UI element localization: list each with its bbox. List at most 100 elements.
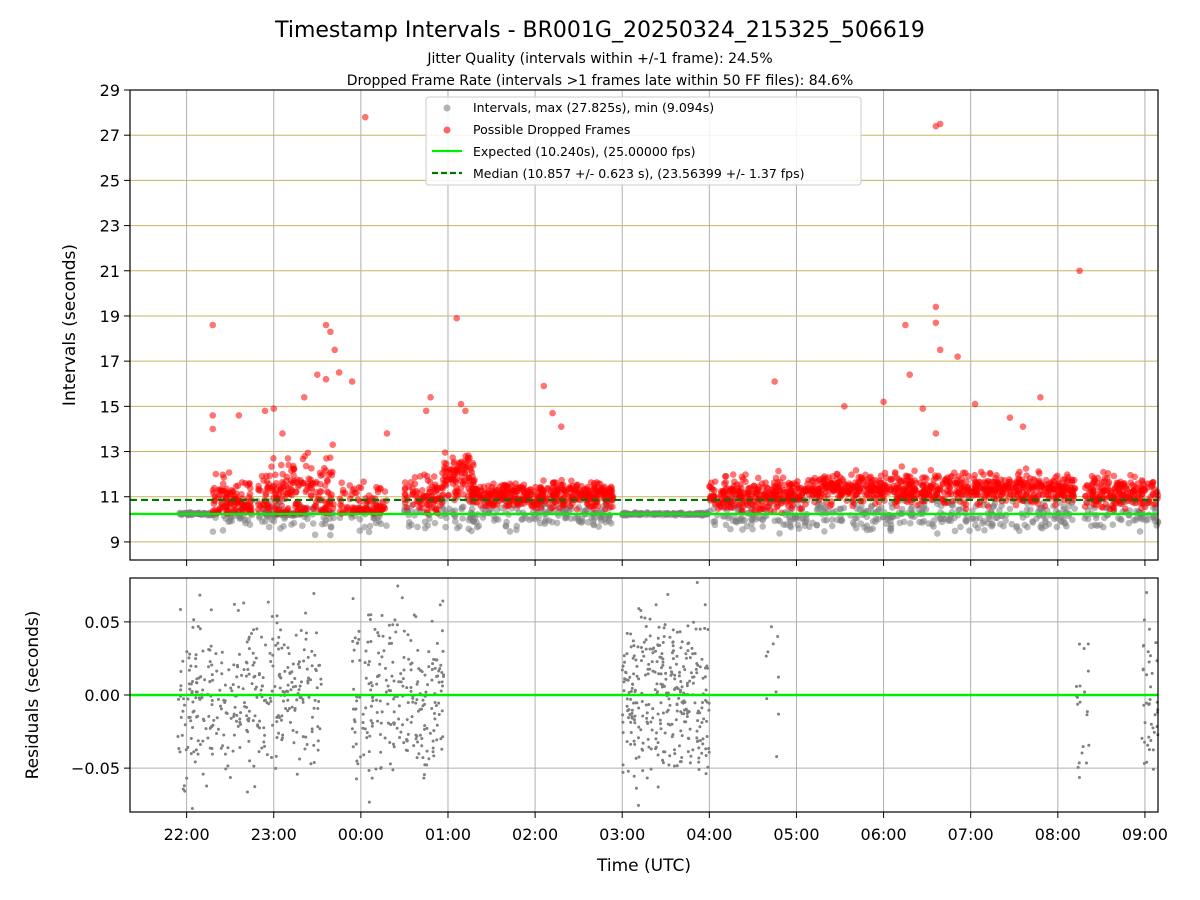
- residual-point-940: [765, 697, 769, 701]
- residual-point-183: [232, 715, 236, 719]
- dropped-frame-point-798: [537, 504, 545, 511]
- interval-point-486: [553, 519, 561, 527]
- residual-point-842: [621, 731, 625, 735]
- interval-point-871: [874, 507, 882, 515]
- residual-point-532: [427, 650, 431, 654]
- dropped-frame-point-1248: [755, 483, 762, 490]
- dropped-frame-point-287: [284, 485, 291, 492]
- residual-point-727: [706, 628, 710, 632]
- interval-point-351: [265, 523, 273, 531]
- residual-point-955: [1076, 702, 1080, 706]
- residual-point-889: [621, 713, 625, 717]
- interval-point-399: [414, 523, 421, 531]
- dropped-frame-point-1893: [837, 492, 844, 499]
- residual-point-958: [1076, 765, 1080, 769]
- residual-point-315: [276, 714, 280, 718]
- dropped-frame-point-838: [548, 504, 555, 512]
- residual-point-900: [653, 670, 657, 674]
- residual-point-558: [376, 631, 380, 635]
- residual-point-201: [200, 696, 204, 700]
- dropped-frame-point-2243: [932, 303, 940, 311]
- residual-point-193: [265, 701, 269, 705]
- dropped-frame-point-267: [288, 491, 295, 499]
- dropped-frame-point-933: [490, 493, 498, 501]
- residual-point-142: [209, 644, 213, 648]
- dropped-frame-point-909: [519, 485, 527, 492]
- dropped-frame-point-1196: [763, 484, 771, 491]
- dropped-frame-point-1250: [711, 487, 718, 494]
- residual-point-594: [428, 731, 432, 735]
- dropped-frame-point-2252: [1076, 267, 1083, 275]
- residual-point-656: [689, 754, 693, 758]
- residual-point-721: [630, 711, 634, 715]
- residual-point-897: [668, 754, 672, 758]
- dropped-frame-point-1832: [977, 468, 985, 476]
- dropped-frame-point-264: [278, 502, 285, 509]
- dropped-frame-point-834: [607, 483, 615, 491]
- intervals-y-tick-label-2: 13: [100, 443, 120, 462]
- residual-point-599: [395, 623, 399, 627]
- interval-point-917: [819, 507, 827, 515]
- residual-point-597: [353, 720, 357, 724]
- dropped-frame-point-1939: [958, 475, 966, 482]
- residual-point-126: [231, 683, 235, 687]
- residual-point-979: [1145, 673, 1149, 677]
- residual-point-457: [351, 597, 355, 601]
- dropped-frame-point-1240: [721, 480, 728, 487]
- residual-point-223: [245, 640, 249, 644]
- residual-point-671: [621, 763, 625, 767]
- residuals-panel: −0.05 0.00 0.05 22:00 23:00 00:00 01:00 02:00 0…: [23, 577, 1168, 844]
- dropped-frame-point-422: [430, 473, 438, 480]
- residual-point-528: [431, 750, 435, 754]
- residual-point-303: [290, 680, 294, 684]
- dropped-frame-point-2018: [917, 479, 924, 487]
- interval-point-388: [383, 522, 390, 530]
- dropped-frame-point-286: [302, 488, 310, 496]
- interval-point-810: [1006, 505, 1014, 513]
- dropped-frame-point-903: [488, 483, 496, 491]
- x-tick-label-5: 03:00: [599, 825, 645, 844]
- residual-point-512: [356, 762, 360, 766]
- residual-point-164: [181, 709, 185, 713]
- residual-point-35: [222, 733, 226, 737]
- dropped-frame-point-1862: [1060, 491, 1068, 499]
- residual-point-813: [654, 737, 658, 741]
- dropped-frame-point-381: [362, 500, 370, 507]
- residual-point-159: [246, 730, 250, 734]
- residual-point-357: [305, 743, 309, 747]
- residual-point-371: [411, 696, 415, 700]
- residual-point-476: [353, 730, 357, 734]
- residual-point-952: [1074, 685, 1078, 689]
- dropped-frame-point-1443: [1012, 501, 1020, 509]
- interval-point-1018: [1101, 514, 1108, 522]
- residual-point-755: [675, 764, 679, 768]
- interval-point-557: [473, 518, 480, 526]
- residual-point-177: [252, 764, 256, 768]
- residual-point-62: [210, 673, 214, 677]
- residual-point-576: [379, 766, 383, 770]
- residual-point-286: [271, 653, 275, 657]
- residual-point-11: [187, 656, 191, 660]
- residual-point-344: [281, 733, 285, 737]
- interval-point-747: [1008, 520, 1016, 528]
- residual-point-867: [664, 677, 668, 681]
- residual-point-893: [654, 603, 658, 607]
- residual-point-341: [316, 748, 320, 752]
- residual-point-348: [310, 715, 314, 719]
- residual-point-758: [659, 727, 663, 731]
- residual-point-549: [387, 688, 391, 692]
- residual-point-163: [191, 625, 195, 629]
- residual-point-405: [354, 742, 358, 746]
- residual-point-932: [639, 659, 643, 663]
- residual-point-249: [316, 706, 320, 710]
- residual-point-557: [441, 599, 445, 603]
- dropped-frame-point-1983: [1005, 485, 1012, 492]
- residual-point-864: [656, 785, 660, 789]
- residual-point-250: [319, 682, 323, 686]
- residual-point-111: [201, 717, 205, 721]
- dropped-frame-point-2249: [1006, 414, 1014, 421]
- dropped-frame-point-1945: [936, 484, 944, 492]
- residual-point-494: [388, 740, 392, 744]
- residual-point-322: [281, 699, 285, 703]
- residual-point-907: [707, 747, 711, 751]
